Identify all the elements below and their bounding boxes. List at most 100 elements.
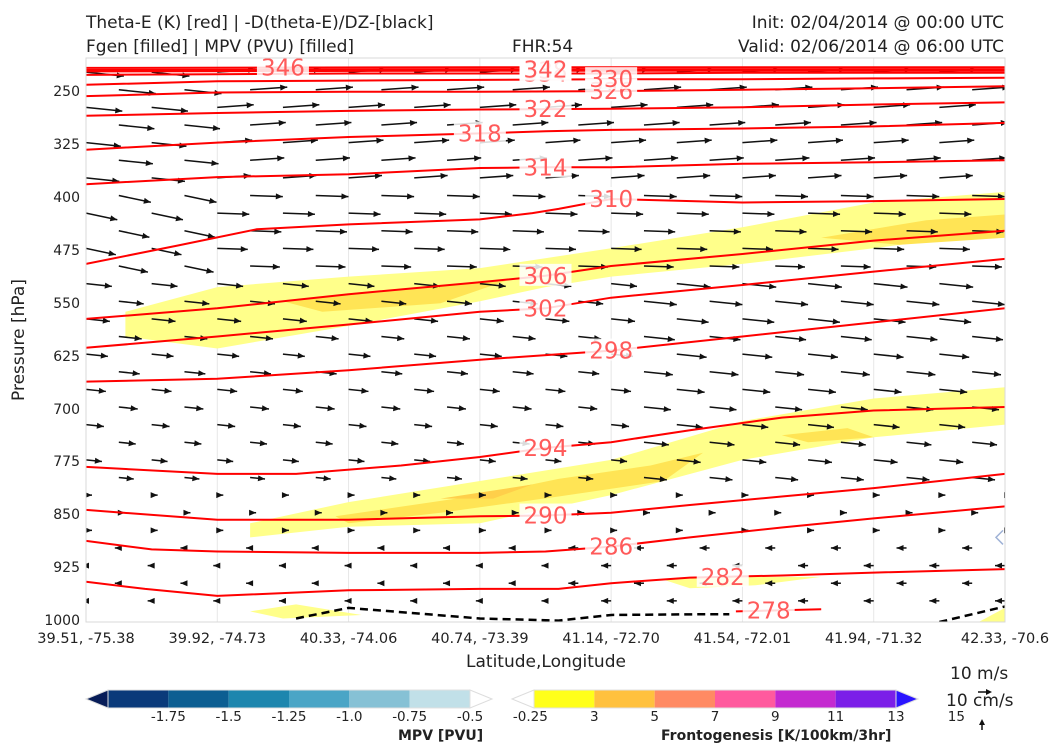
theta-e-contour [86, 85, 1005, 98]
vector-arrow [896, 580, 907, 587]
vector-arrow [348, 387, 369, 394]
contour-label: 282 [701, 565, 745, 591]
vector-arrow [443, 580, 451, 587]
vector-arrow [939, 173, 973, 179]
vector-arrow [118, 370, 140, 377]
vector-arrow [643, 263, 674, 270]
vector-arrow [939, 423, 966, 430]
vector-arrow [643, 155, 679, 162]
contour-label-bg [585, 534, 638, 557]
vector-arrow [709, 441, 735, 448]
vector-arrow [216, 527, 224, 534]
vector-arrow [478, 492, 486, 499]
vector-arrow [840, 476, 864, 483]
vector-arrow [250, 263, 280, 270]
contour-label: 298 [589, 339, 633, 365]
contour-label-bg [519, 155, 572, 178]
vector-arrow [872, 527, 880, 534]
vector-arrow [381, 155, 416, 162]
vector-arrow [118, 159, 153, 167]
vector-arrow [742, 173, 776, 179]
contour-label-bg [519, 503, 572, 526]
vector-arrow [314, 509, 322, 516]
vector-arrow [676, 353, 707, 360]
vector-arrow [86, 597, 89, 604]
fgen-tick-label: 3 [590, 709, 599, 725]
theta-e-contour [86, 568, 1005, 597]
vector-arrow [808, 210, 841, 217]
vector-arrow [381, 228, 413, 235]
vector-arrow [348, 457, 365, 464]
contour-label: 306 [524, 264, 568, 290]
vector-arrow [1004, 389, 1005, 391]
vector-arrow [151, 457, 168, 464]
vector-arrow [774, 509, 782, 516]
y-tick-label: 625 [53, 348, 80, 365]
vector-arrow [508, 544, 516, 551]
colorbar-swatch [228, 690, 289, 708]
vector-arrow [184, 265, 214, 274]
vector-arrow [1004, 177, 1005, 178]
vector-arrow [873, 458, 898, 465]
theta-e-contour [86, 68, 1005, 71]
vector-arrow [118, 124, 155, 131]
vector-arrow [315, 119, 352, 126]
mpv-tick-label: -1.75 [150, 709, 186, 725]
vector-arrow [86, 562, 89, 569]
y-tick-label: 775 [53, 454, 80, 471]
vector-arrow [147, 562, 155, 569]
contour-label: 318 [458, 121, 502, 147]
vector-arrow [118, 475, 134, 482]
vector-arrow [118, 194, 152, 204]
vector-arrow [217, 246, 248, 253]
vector-arrow [381, 263, 412, 270]
vector-arrow [906, 155, 941, 162]
vector-arrow [118, 440, 136, 447]
vector-arrow [545, 210, 578, 217]
vector-arrow [311, 544, 319, 551]
x-tick-label: 40.74, -73.39 [431, 631, 529, 647]
vector-arrow [611, 173, 645, 179]
vector-arrow [184, 159, 219, 167]
vector-arrow [86, 282, 112, 289]
vector-arrow [150, 492, 158, 499]
vector-arrow [938, 492, 946, 499]
vector-arrow [765, 544, 776, 551]
vector-arrow [86, 212, 118, 222]
ref-vector-horizontal-arrow [978, 689, 992, 695]
mpv-tick-label: -1.5 [215, 709, 242, 725]
forecast-hour: FHR:54 [512, 37, 574, 57]
colorbar-frame [533, 689, 897, 709]
vector-arrow [1004, 248, 1005, 250]
vector-arrow [512, 228, 544, 235]
y-tick-label: 1000 [44, 613, 80, 629]
vector-arrow [479, 457, 496, 464]
vector-arrow [611, 387, 632, 394]
vector-arrow [643, 119, 680, 126]
mpv-tick-label: -1.0 [336, 709, 363, 725]
vector-arrow [315, 475, 331, 482]
vector-arrow [250, 193, 283, 200]
vector-arrow [478, 527, 486, 534]
vector-arrow [410, 597, 418, 604]
vector-arrow [643, 193, 677, 200]
vector-arrow [217, 282, 244, 289]
vector-arrow [311, 580, 319, 587]
vector-arrow [414, 317, 439, 324]
y-tick-label: 250 [53, 84, 80, 101]
vector-arrow [676, 458, 701, 465]
vector-arrow [151, 212, 184, 222]
vector-arrow [709, 476, 733, 483]
vector-arrow [906, 300, 940, 307]
vector-arrow [642, 509, 650, 516]
vector-arrow [807, 318, 840, 325]
vector-arrow [414, 137, 450, 144]
vector-arrow [807, 388, 836, 395]
vector-arrow [512, 370, 534, 377]
vector-arrow [643, 84, 682, 91]
colorbar-swatch [715, 690, 776, 708]
vector-arrow [541, 597, 549, 604]
x-tick-label: 39.92, -74.73 [168, 631, 267, 647]
fgen-tick-label: 7 [710, 709, 720, 725]
vector-arrow [381, 405, 401, 412]
